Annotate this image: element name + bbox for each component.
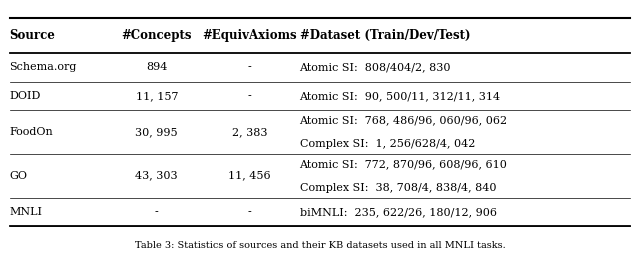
Text: -: -	[248, 62, 252, 72]
Text: Complex SI:  1, 256/628/4, 042: Complex SI: 1, 256/628/4, 042	[300, 139, 475, 149]
Text: -: -	[155, 207, 159, 217]
Text: #EquivAxioms: #EquivAxioms	[202, 29, 297, 42]
Text: Atomic SI:  808/404/2, 830: Atomic SI: 808/404/2, 830	[300, 62, 451, 72]
Text: Table 3: Statistics of sources and their KB datasets used in all MNLI tasks.: Table 3: Statistics of sources and their…	[134, 241, 506, 250]
Text: -: -	[248, 207, 252, 217]
Text: -: -	[248, 91, 252, 101]
Text: 43, 303: 43, 303	[136, 171, 178, 181]
Text: Atomic SI:  90, 500/11, 312/11, 314: Atomic SI: 90, 500/11, 312/11, 314	[300, 91, 500, 101]
Text: 2, 383: 2, 383	[232, 127, 268, 137]
Text: 30, 995: 30, 995	[136, 127, 178, 137]
Text: Schema.org: Schema.org	[10, 62, 77, 72]
Text: Source: Source	[10, 29, 56, 42]
Text: 11, 157: 11, 157	[136, 91, 178, 101]
Text: FoodOn: FoodOn	[10, 127, 53, 137]
Text: GO: GO	[10, 171, 28, 181]
Text: 11, 456: 11, 456	[228, 171, 271, 181]
Text: Atomic SI:  772, 870/96, 608/96, 610: Atomic SI: 772, 870/96, 608/96, 610	[300, 159, 508, 169]
Text: #Dataset (Train/Dev/Test): #Dataset (Train/Dev/Test)	[300, 29, 470, 42]
Text: 894: 894	[146, 62, 168, 72]
Text: MNLI: MNLI	[10, 207, 43, 217]
Text: Complex SI:  38, 708/4, 838/4, 840: Complex SI: 38, 708/4, 838/4, 840	[300, 183, 496, 192]
Text: DOID: DOID	[10, 91, 41, 101]
Text: Atomic SI:  768, 486/96, 060/96, 062: Atomic SI: 768, 486/96, 060/96, 062	[300, 115, 508, 125]
Text: biMNLI:  235, 622/26, 180/12, 906: biMNLI: 235, 622/26, 180/12, 906	[300, 207, 497, 217]
Text: #Concepts: #Concepts	[122, 29, 192, 42]
